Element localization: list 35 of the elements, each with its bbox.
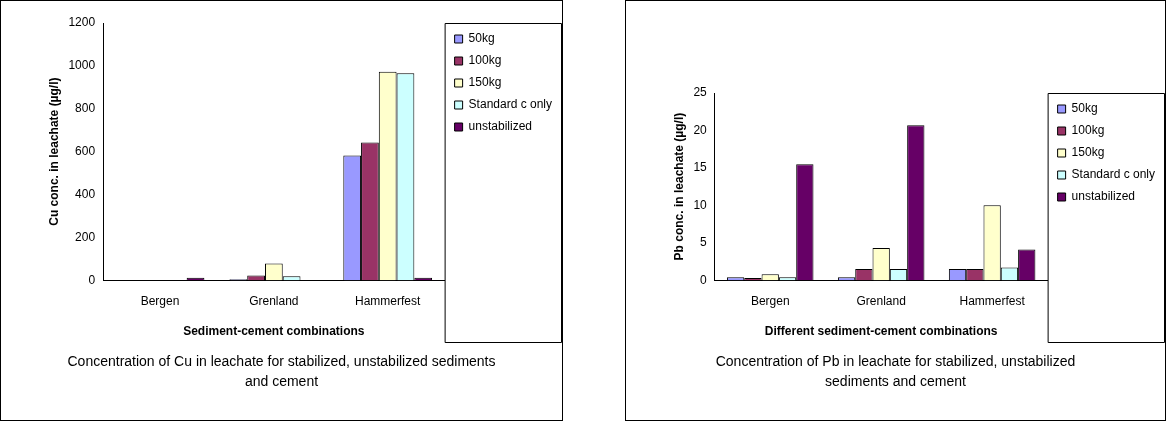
y-axis-title: Pb conc. in leachate (µg/l) [671, 112, 686, 261]
x-tick-label: Grenland [249, 293, 299, 308]
text: Concentration of Pb in leachate for stabilized, unstabilized sediments and cement [714, 352, 1077, 391]
legend-label: 50kg [468, 31, 495, 46]
y-tick-label: 0 [700, 272, 708, 287]
legend-label: 100kg [468, 53, 502, 68]
y-tick-label: 10 [693, 197, 708, 212]
legend-label: 50kg [1071, 101, 1098, 116]
x-tick-label: Bergen [750, 293, 790, 308]
y-tick-label: 15 [693, 160, 708, 175]
legend-label: 100kg [1071, 123, 1105, 138]
x-tick-label: Hammerfest [959, 293, 1026, 308]
y-tick-label: 800 [75, 101, 96, 116]
y-tick-label: 25 [693, 85, 708, 100]
y-tick-label: 400 [75, 186, 96, 201]
y-tick-label: 1000 [68, 58, 96, 73]
y-tick-label: 1200 [68, 15, 96, 30]
x-tick-label: Grenland [856, 293, 906, 308]
x-axis-title: Sediment-cement combinations [183, 324, 365, 339]
x-tick-label: Hammerfest [355, 293, 422, 308]
legend-label: 150kg [1071, 145, 1105, 160]
y-tick-label: 5 [700, 235, 708, 250]
y-axis-title: Cu conc. in leachate (µg/l) [46, 77, 61, 226]
y-tick-label: 600 [75, 143, 96, 158]
legend-label: unstabilized [468, 119, 532, 134]
y-tick-label: 20 [693, 122, 708, 137]
legend-label: unstabilized [1071, 189, 1135, 204]
x-axis-title: Different sediment-cement combinations [764, 324, 998, 339]
x-tick-label: Bergen [140, 293, 180, 308]
legend-label: 150kg [468, 75, 502, 90]
legend-label: Standard c only [1071, 167, 1156, 182]
y-tick-label: 0 [88, 272, 96, 287]
y-tick-label: 200 [75, 229, 96, 244]
text: Concentration of Cu in leachate for stabilized, unstabilized sediments and cement [66, 352, 497, 391]
legend-label: Standard c only [468, 97, 553, 112]
